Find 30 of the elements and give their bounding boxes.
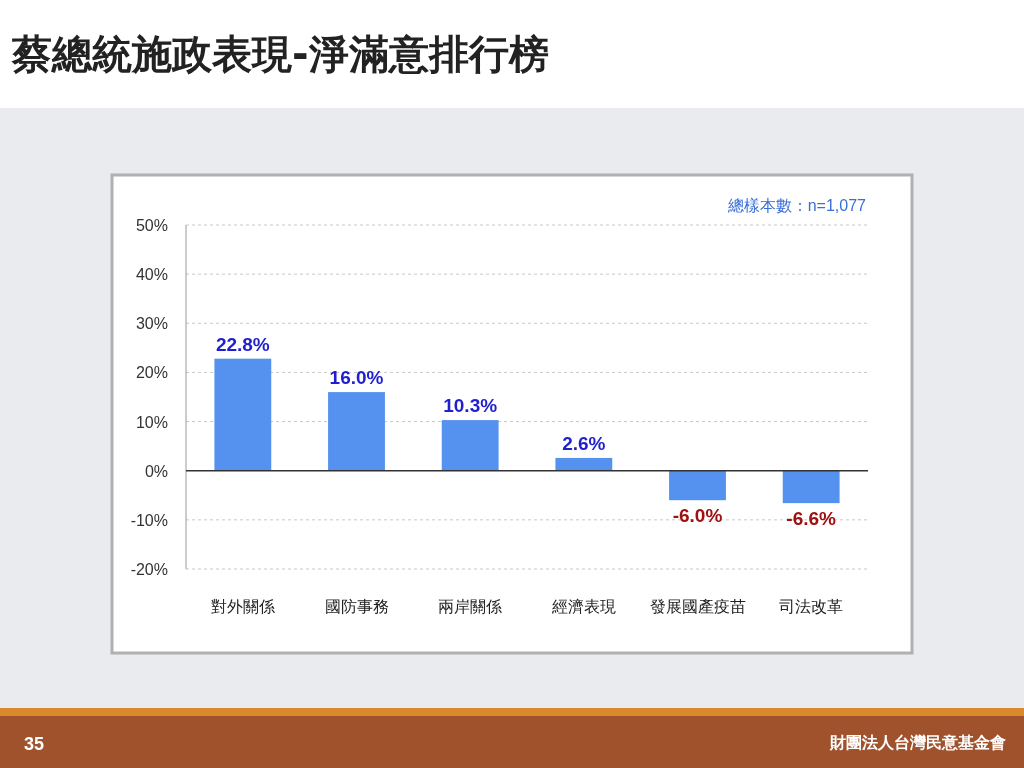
y-tick-label: -20% [130, 561, 168, 578]
y-tick-label: 50% [135, 217, 168, 234]
text: 35 [24, 734, 45, 754]
x-tick-label: 經濟表現 [550, 598, 616, 615]
x-tick-label: 對外關係 [210, 598, 275, 615]
data-label: -6.0% [672, 505, 723, 527]
y-tick-label: 30% [135, 315, 168, 333]
y-tick-label: 10% [135, 413, 168, 431]
text: 財團法人台灣民意基金會 [829, 734, 1006, 751]
x-tick-label: 發展國產疫苗 [649, 598, 746, 615]
bar [555, 457, 613, 471]
text: 總樣本數：n=1,077 [726, 197, 867, 214]
y-tick-label: -10% [130, 511, 168, 529]
bar [328, 392, 385, 471]
data-label: 16.0% [329, 367, 384, 389]
y-tick-label: 0% [144, 462, 168, 480]
bar [669, 470, 726, 501]
y-tick-label: 20% [135, 364, 168, 382]
data-label: 10.3% [443, 395, 498, 417]
x-tick-label: 兩岸關係 [438, 598, 503, 615]
bar [441, 420, 499, 471]
bar [782, 470, 840, 504]
data-label: 2.6% [562, 432, 606, 454]
x-tick-label: 國防事務 [324, 598, 389, 615]
data-label: 22.8% [215, 333, 270, 355]
data-label: -6.6% [786, 508, 837, 530]
x-tick-label: 司法改革 [779, 598, 844, 615]
bar [214, 358, 272, 471]
y-tick-label: 40% [135, 266, 168, 284]
chart-title: 蔡總統施政表現-淨滿意排行榜 [11, 31, 549, 77]
